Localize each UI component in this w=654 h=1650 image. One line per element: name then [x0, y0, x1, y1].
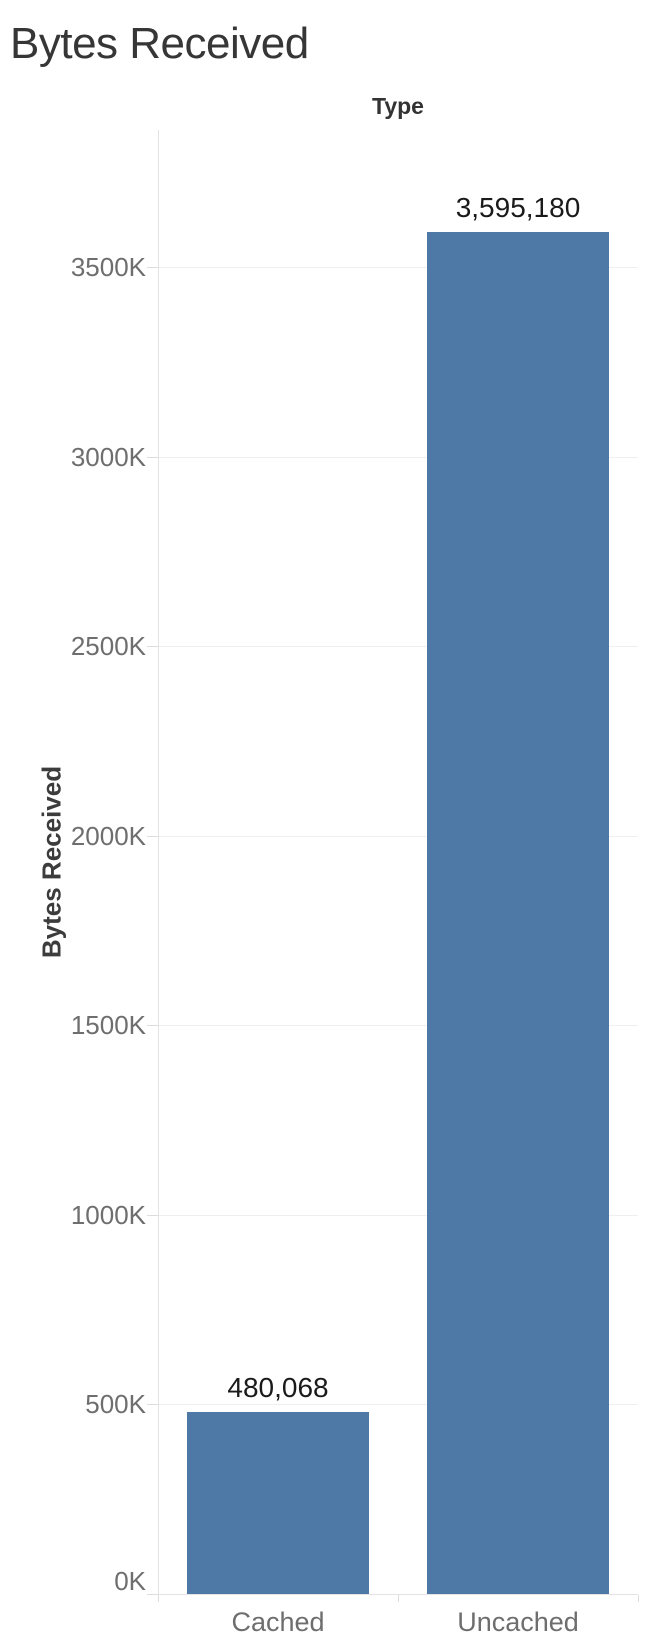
bar-value-label: 3,595,180 — [455, 191, 581, 223]
y-tick-label: 3500K — [70, 252, 146, 283]
x-axis-line — [158, 1594, 638, 1595]
y-tick-label: 0K — [114, 1566, 146, 1596]
y-tick-label: 1500K — [70, 1010, 146, 1041]
gridline — [158, 1404, 638, 1406]
gridline — [158, 1025, 638, 1027]
x-category-label[interactable]: Uncached — [457, 1607, 579, 1637]
y-tick-mark — [147, 1404, 158, 1406]
x-category-label[interactable]: Cached — [231, 1607, 325, 1637]
x-tick-mark — [158, 1595, 159, 1602]
y-tick-mark — [147, 835, 158, 837]
bar-cached[interactable] — [187, 1412, 369, 1594]
y-tick-mark — [147, 1214, 158, 1216]
y-tick-mark — [147, 1025, 158, 1027]
y-axis-line — [158, 130, 159, 1594]
y-tick-label: 2500K — [70, 631, 146, 662]
gridline — [158, 267, 638, 269]
column-field-label[interactable]: Type — [372, 93, 424, 119]
gridline — [158, 646, 638, 648]
y-tick-label: 500K — [85, 1389, 146, 1420]
y-tick-label: 3000K — [70, 441, 146, 472]
gridline — [158, 1214, 638, 1216]
y-tick-mark — [147, 456, 158, 458]
y-tick-mark — [147, 1593, 158, 1595]
x-tick-mark — [638, 1595, 639, 1602]
y-tick-mark — [147, 646, 158, 648]
y-tick-label: 1000K — [70, 1199, 146, 1230]
gridline — [158, 835, 638, 837]
bar-value-label: 480,068 — [227, 1372, 329, 1404]
y-tick-label: 2000K — [70, 820, 146, 851]
gridline — [158, 456, 638, 458]
x-tick-mark — [398, 1595, 399, 1602]
y-tick-mark — [147, 267, 158, 269]
bar-uncached[interactable] — [427, 231, 609, 1594]
chart-title: Bytes Received — [10, 19, 309, 68]
